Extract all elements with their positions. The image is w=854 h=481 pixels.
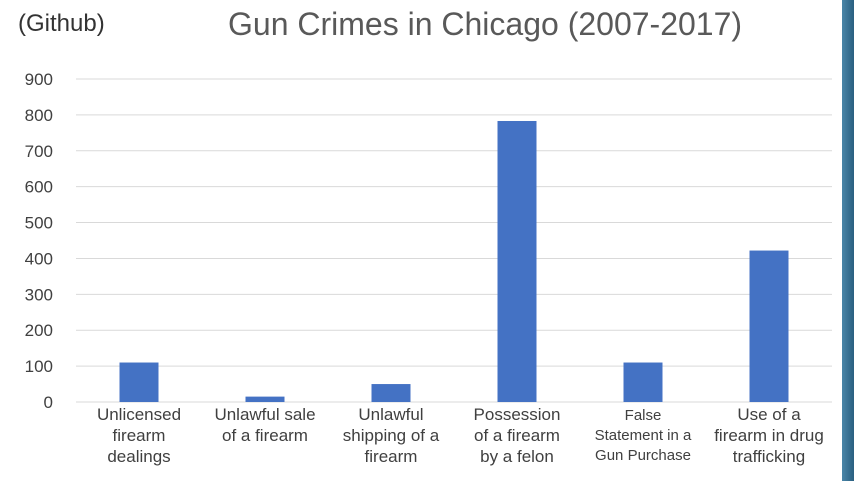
bar [749, 250, 789, 402]
x-category-label: Use of a firearm in drug trafficking [714, 405, 824, 466]
background-edge [842, 0, 854, 481]
x-category-label: Possession of a firearm by a felon [473, 405, 561, 466]
y-tick-label: 0 [44, 393, 53, 412]
y-tick-label: 400 [25, 249, 53, 268]
x-category-label: Unlawful sale of a firearm [214, 405, 316, 445]
x-category-label: Unlawful shipping of a firearm [342, 405, 440, 466]
y-tick-label: 200 [25, 321, 53, 340]
y-tick-label: 500 [25, 214, 53, 233]
y-tick-label: 800 [25, 106, 53, 125]
bar [119, 362, 159, 402]
y-tick-label: 600 [25, 178, 53, 197]
x-category-label: False Statement in a Gun Purchase [594, 407, 692, 464]
y-tick-label: 900 [25, 70, 53, 89]
x-category-label: Unlicensed firearm dealings [96, 405, 182, 466]
bar [371, 384, 411, 402]
y-tick-label: 300 [25, 285, 53, 304]
y-tick-label: 100 [25, 357, 53, 376]
y-tick-label: 700 [25, 142, 53, 161]
bar [623, 362, 663, 402]
source-note: (Github) [18, 10, 105, 37]
chart-title: Gun Crimes in Chicago (2007-2017) [228, 6, 743, 42]
bar [497, 120, 537, 403]
bar [245, 396, 285, 402]
